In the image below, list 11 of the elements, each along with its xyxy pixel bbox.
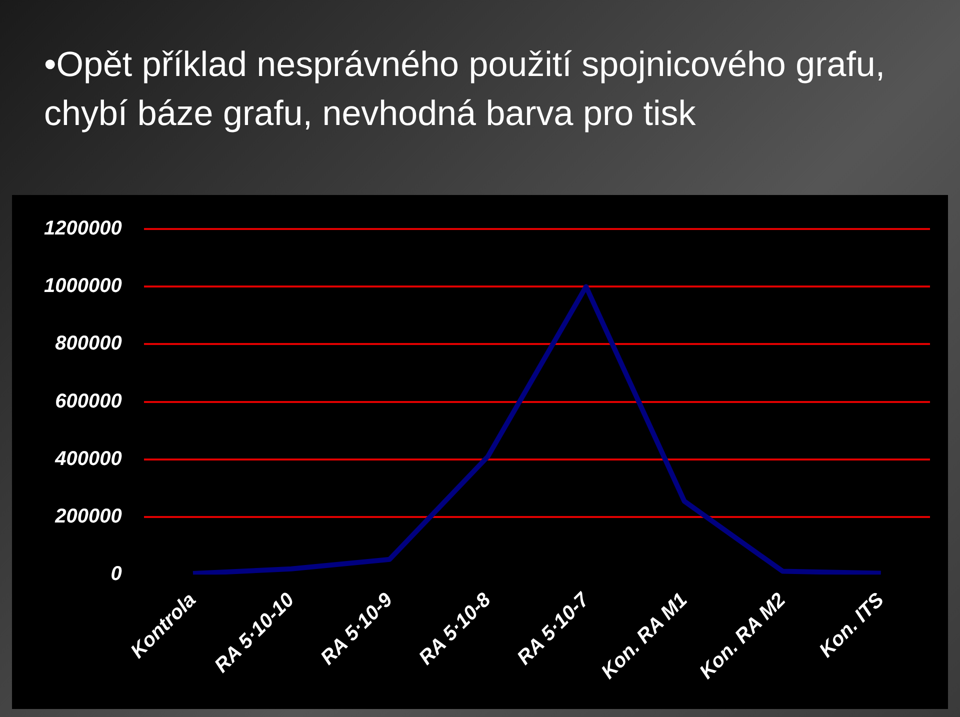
y-tick-label: 800000 xyxy=(55,332,122,355)
y-tick-label: 200000 xyxy=(54,506,122,528)
y-tick-label: 400000 xyxy=(54,448,122,470)
y-tick-label: 0 xyxy=(110,563,122,586)
chart-title: •Opět příklad nesprávného použití spojnicového grafu, chybí báze grafu, nevhodná barva pro tisk xyxy=(44,44,886,135)
x-tick-label: Kon. ITS xyxy=(815,588,889,662)
y-tick-label: 600000 xyxy=(55,390,122,412)
x-tick-label: Kon. RA M2 xyxy=(696,589,790,684)
x-tick-label: Kon. RA M1 xyxy=(597,589,692,684)
y-tick-label: 1200000 xyxy=(44,218,122,240)
y-tick-label: 1000000 xyxy=(44,275,122,298)
